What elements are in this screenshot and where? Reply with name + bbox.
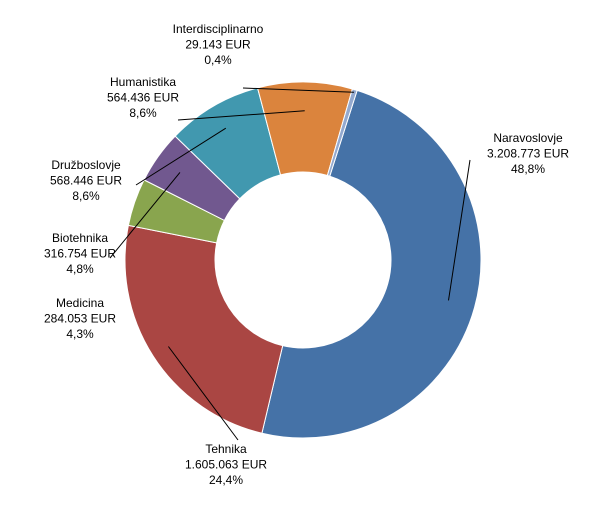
leader-line-biotehnika bbox=[109, 172, 181, 259]
label-percent-biotehnika: 4,8% bbox=[66, 262, 94, 276]
label-percent-naravoslovje: 48,8% bbox=[511, 162, 545, 176]
label-percent-tehnika: 24,4% bbox=[209, 473, 243, 487]
label-value-biotehnika: 316.754 EUR bbox=[44, 247, 116, 261]
slice-naravoslovje bbox=[261, 89, 482, 439]
label-value-tehnika: 1.605.063 EUR bbox=[185, 458, 267, 472]
slice-interdisciplinarno bbox=[326, 88, 358, 177]
slice-tehnika bbox=[124, 224, 284, 434]
leader-line-druzboslovje bbox=[135, 127, 227, 186]
label-value-druzboslovje: 568.446 EUR bbox=[50, 174, 122, 188]
slices-layer bbox=[124, 81, 482, 439]
label-value-naravoslovje: 3.208.773 EUR bbox=[487, 147, 569, 161]
leader-lines-layer bbox=[109, 87, 471, 441]
label-value-humanistika: 564.436 EUR bbox=[107, 91, 179, 105]
label-name-medicina: Medicina bbox=[56, 296, 104, 310]
leader-line-interdisciplinarno bbox=[242, 87, 354, 93]
label-name-naravoslovje: Naravoslovje bbox=[493, 131, 563, 145]
label-name-biotehnika: Biotehnika bbox=[52, 231, 108, 245]
leader-line-tehnika bbox=[167, 346, 239, 441]
leader-line-naravoslovje bbox=[447, 159, 471, 301]
label-name-tehnika: Tehnika bbox=[205, 442, 247, 456]
label-percent-humanistika: 8,6% bbox=[129, 106, 157, 120]
label-name-humanistika: Humanistika bbox=[110, 75, 176, 89]
leader-line-humanistika bbox=[177, 110, 305, 121]
label-name-interdisciplinarno: Interdisciplinarno bbox=[173, 22, 264, 36]
label-value-medicina: 284.053 EUR bbox=[44, 312, 116, 326]
label-percent-interdisciplinarno: 0,4% bbox=[204, 53, 232, 67]
label-value-interdisciplinarno: 29.143 EUR bbox=[185, 38, 251, 52]
label-percent-medicina: 4,3% bbox=[66, 327, 94, 341]
label-percent-druzboslovje: 8,6% bbox=[72, 189, 100, 203]
label-name-druzboslovje: Družboslovje bbox=[51, 158, 121, 172]
